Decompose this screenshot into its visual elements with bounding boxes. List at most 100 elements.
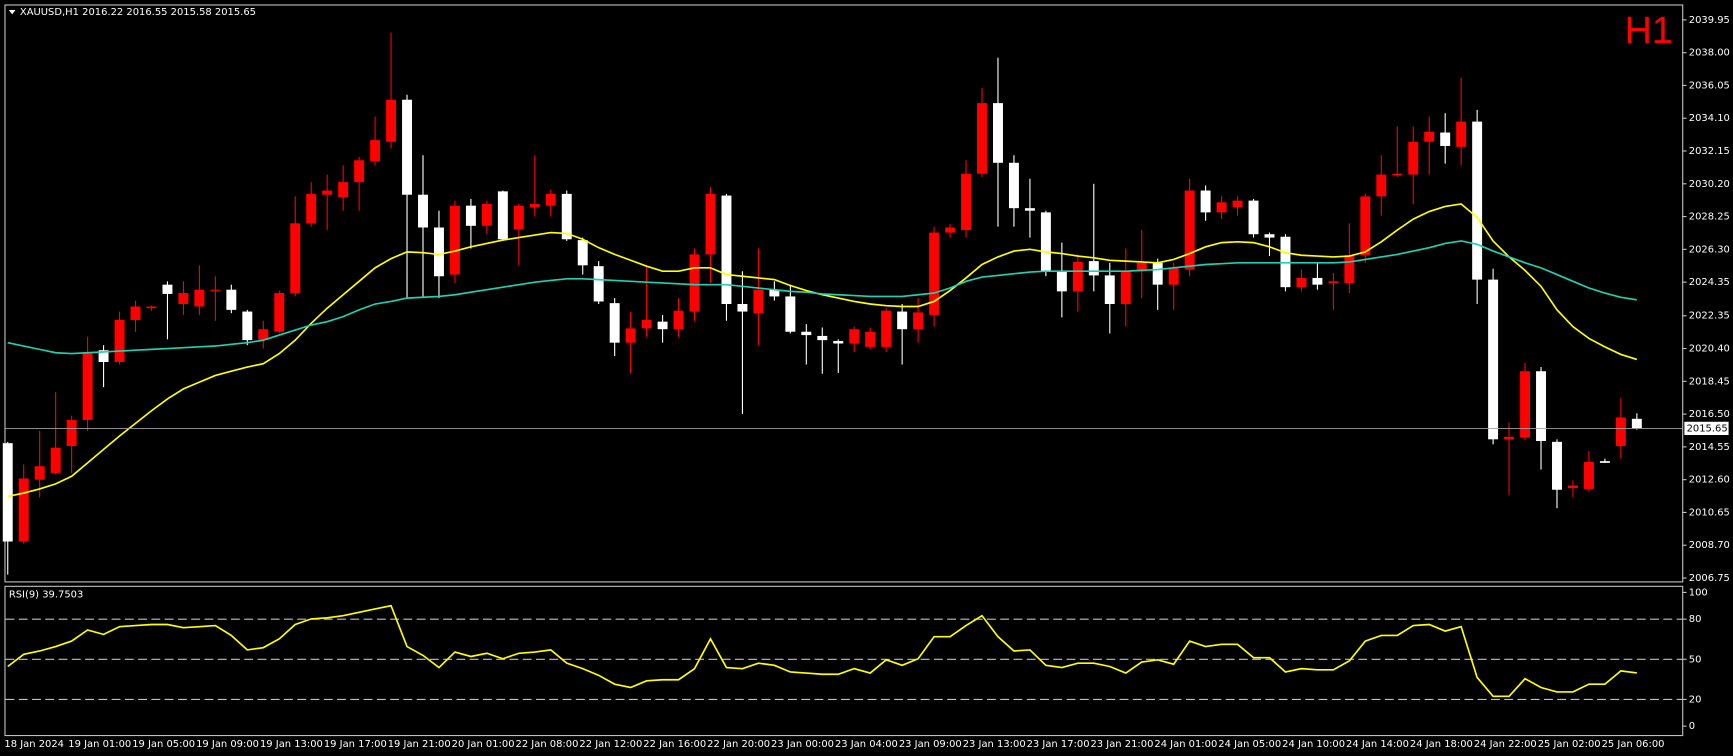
y-tick-label: 100: [1689, 587, 1708, 598]
candle-body: [18, 478, 29, 542]
candle-body: [370, 140, 381, 162]
candle-body: [881, 310, 892, 347]
x-tick-label: 24 Jan 18:00: [1410, 739, 1473, 750]
candle-body: [1040, 212, 1051, 272]
candle-body: [402, 99, 413, 195]
candle-body: [1583, 462, 1594, 489]
candle-body: [1008, 162, 1019, 209]
candle-body: [354, 160, 365, 183]
current-price-label: 2015.65: [1687, 423, 1728, 434]
candle-body: [1088, 261, 1099, 276]
candle-body: [1392, 173, 1403, 176]
candle-body: [1376, 174, 1387, 197]
candle-body: [961, 173, 972, 231]
candle-body: [929, 232, 940, 315]
candle-body: [513, 205, 524, 230]
candle-body: [226, 289, 237, 310]
candle-body: [545, 193, 556, 206]
moving-average: [7, 240, 1637, 355]
y-tick-label: 2022.35: [1689, 311, 1730, 322]
candle-body: [194, 289, 205, 307]
candle-body: [1408, 141, 1419, 175]
candle-body: [98, 350, 109, 362]
candle-body: [306, 193, 317, 224]
candle-body: [769, 289, 780, 297]
x-tick-label: 22 Jan 16:00: [643, 739, 706, 750]
candle-body: [449, 205, 460, 275]
candle-body: [114, 319, 125, 362]
candle-body: [1056, 271, 1067, 292]
candle-body: [178, 293, 189, 304]
price-panel-frame: [4, 4, 1684, 583]
candle-body: [753, 289, 764, 314]
candle-body: [1520, 371, 1531, 438]
moving-average: [7, 203, 1638, 498]
candle-body: [1248, 200, 1259, 235]
y-tick-label: 2010.65: [1689, 507, 1730, 518]
candle-body: [82, 353, 93, 420]
candle-body: [1631, 418, 1642, 429]
candle-body: [1456, 121, 1467, 147]
y-tick-label: 2028.25: [1689, 212, 1730, 223]
candle-body: [1360, 196, 1371, 256]
candle-body: [2, 443, 13, 542]
candle-body: [1328, 281, 1339, 283]
candle-body: [1296, 277, 1307, 288]
y-tick-label: 2016.50: [1689, 409, 1730, 420]
x-tick-label: 24 Jan 05:00: [1218, 739, 1281, 750]
x-tick-label: 23 Jan 13:00: [963, 739, 1026, 750]
candle-body: [1440, 132, 1451, 146]
candle-body: [1184, 190, 1195, 270]
x-tick-label: 23 Jan 21:00: [1090, 739, 1153, 750]
candle-body: [1072, 261, 1083, 292]
x-tick-label: 20 Jan 01:00: [452, 739, 515, 750]
candle-body: [210, 289, 221, 291]
candle-body: [1216, 202, 1227, 213]
candle-body: [146, 306, 157, 309]
menu-triangle: [8, 9, 16, 15]
y-tick-label: 2006.75: [1689, 573, 1730, 584]
candle-body: [849, 329, 860, 344]
candle-body: [609, 303, 620, 343]
candle-body: [481, 203, 492, 226]
candle-body: [1552, 441, 1562, 490]
candle-body: [1567, 485, 1578, 489]
candle-body: [817, 335, 828, 341]
candle-body: [529, 203, 540, 208]
x-tick-label: 24 Jan 10:00: [1282, 739, 1345, 750]
candle-body: [561, 193, 572, 240]
y-tick-label: 2020.40: [1689, 344, 1730, 355]
candle-body: [1200, 190, 1211, 213]
candle-body: [1312, 277, 1323, 285]
candle-body: [865, 331, 876, 347]
candle-body: [673, 310, 684, 330]
rsi-panel-frame: [4, 585, 1684, 737]
x-tick-label: 19 Jan 17:00: [324, 739, 387, 750]
x-tick-label: 22 Jan 12:00: [579, 739, 642, 750]
x-tick-label: 19 Jan 05:00: [132, 739, 195, 750]
candle-body: [721, 195, 732, 304]
candle-body: [1504, 436, 1515, 440]
y-tick-label: 2024.35: [1689, 277, 1730, 288]
candle-body: [274, 293, 285, 332]
candle-body: [50, 447, 61, 473]
candle-body: [993, 103, 1003, 163]
y-tick-label: 20: [1689, 694, 1702, 705]
candle-body: [801, 331, 812, 336]
y-tick-label: 2014.55: [1689, 442, 1730, 453]
candle-body: [1344, 255, 1355, 283]
candle-body: [1472, 121, 1483, 280]
candle-body: [497, 191, 508, 240]
candle-body: [1264, 234, 1275, 238]
candle-body: [657, 321, 668, 330]
y-tick-label: 2034.10: [1689, 113, 1730, 124]
candle-body: [1136, 262, 1147, 272]
candle-body: [433, 227, 444, 277]
candle-body: [897, 311, 908, 330]
candle-body: [130, 306, 141, 320]
candle-body: [290, 223, 301, 294]
candle-body: [386, 99, 397, 142]
